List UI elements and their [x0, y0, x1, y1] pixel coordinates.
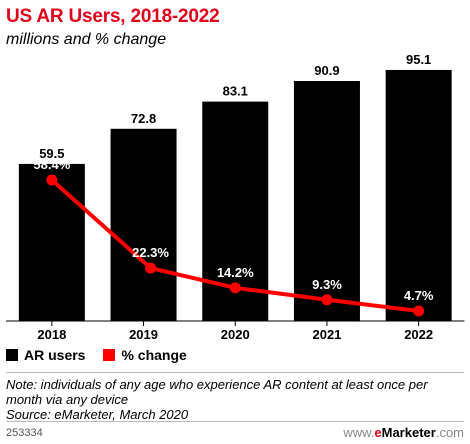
bar-2018: [18, 163, 85, 321]
legend-label-ar-users: AR users: [24, 347, 86, 363]
percent-change-point-2019: [145, 262, 157, 274]
percent-change-label-2019: 22.3%: [132, 245, 169, 260]
x-tick-label-2020: 2020: [221, 327, 250, 342]
x-tick-label-2018: 2018: [37, 327, 66, 342]
chart-id: 253334: [6, 427, 43, 439]
bar-value-label-2021: 90.9: [314, 63, 339, 78]
divider-bottom: [6, 421, 464, 422]
percent-change-label-2022: 4.7%: [404, 288, 434, 303]
percent-change-point-2020: [229, 282, 241, 294]
bar-value-label-2022: 95.1: [406, 52, 431, 67]
legend-swatch-percent-change: [103, 349, 116, 361]
legend-swatch-ar-users: [6, 349, 18, 361]
source-text: Source: eMarketer, March 2020: [6, 407, 189, 422]
bar-2019: [110, 128, 177, 321]
legend-item-ar-users: AR users: [6, 347, 85, 363]
bar-2022: [385, 69, 452, 321]
percent-change-label-2018: 58.4%: [33, 157, 70, 172]
chart-subtitle: millions and % change: [6, 31, 167, 48]
percent-change-label-2020: 14.2%: [217, 265, 254, 280]
percent-change-point-2022: [413, 305, 425, 317]
legend-item-percent-change: % change: [103, 347, 187, 363]
chart-title: US AR Users, 2018-2022: [6, 6, 220, 27]
percent-change-point-2018: [46, 174, 58, 186]
bar-line-chart: 59.5 72.8 83.1 90.9 95.1 58.4% 22.3% 14.2% 9.3%…: [6, 52, 465, 342]
footnote: Note: individuals of any age who experie…: [6, 377, 464, 422]
divider-top: [6, 372, 464, 373]
bar-value-label-2019: 72.8: [131, 111, 156, 126]
x-tick-label-2019: 2019: [129, 327, 158, 342]
bar-value-label-2018: 59.5: [39, 146, 64, 161]
legend: AR users % change: [6, 346, 205, 364]
legend-label-percent-change: % change: [121, 347, 187, 363]
x-tick-label-2021: 2021: [312, 327, 341, 342]
x-tick-label-2022: 2022: [404, 327, 433, 342]
note-text: Note: individuals of any age who experie…: [6, 377, 428, 407]
bar-value-label-2020: 83.1: [223, 84, 248, 99]
bar-2021: [293, 81, 360, 321]
percent-change-point-2021: [321, 294, 333, 306]
percent-change-label-2021: 9.3%: [312, 277, 342, 292]
brand-logo: www.eMarketer.com: [343, 425, 464, 440]
